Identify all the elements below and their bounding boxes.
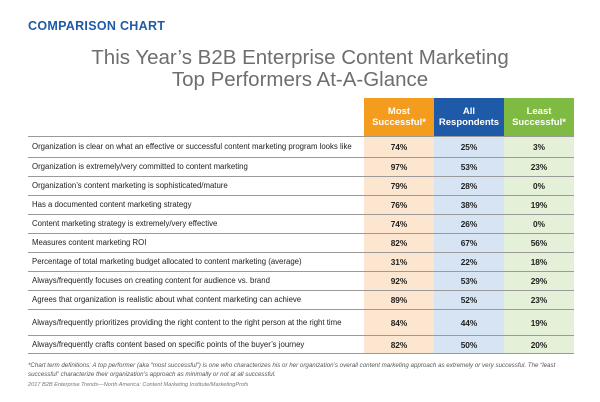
row-label: Agrees that organization is realistic ab… xyxy=(32,295,302,304)
value-all-respondents: 38% xyxy=(434,196,504,214)
row-label: Always/frequently prioritizes providing … xyxy=(32,317,342,327)
column-header-all-respondents: All Respondents xyxy=(434,98,504,136)
table-row: Organization is extremely/very committed… xyxy=(28,157,574,176)
table-row: Measures content marketing ROI 82% 67% 56% xyxy=(28,233,574,252)
value-least-successful: 3% xyxy=(504,137,574,157)
table-row: Has a documented content marketing strat… xyxy=(28,195,574,214)
value-most-successful: 76% xyxy=(364,196,434,214)
value-most-successful: 84% xyxy=(364,310,434,335)
row-label: Percentage of total marketing budget all… xyxy=(32,257,302,266)
value-least-successful: 20% xyxy=(504,336,574,353)
table-row: Organization is clear on what an effecti… xyxy=(28,136,574,157)
column-header-most-successful: Most Successful* xyxy=(364,98,434,136)
value-most-successful: 79% xyxy=(364,177,434,195)
table-row: Always/frequently prioritizes providing … xyxy=(28,309,574,335)
value-all-respondents: 28% xyxy=(434,177,504,195)
chart-title-line-2: Top Performers At-A-Glance xyxy=(171,68,429,91)
value-least-successful: 18% xyxy=(504,253,574,271)
value-most-successful: 31% xyxy=(364,253,434,271)
value-all-respondents: 26% xyxy=(434,215,504,233)
row-label: Measures content marketing ROI xyxy=(32,238,147,247)
row-label: Organization is extremely/very committed… xyxy=(32,162,248,171)
table-row: Always/frequently focuses on creating co… xyxy=(28,271,574,290)
table-row: Agrees that organization is realistic ab… xyxy=(28,290,574,309)
row-label: Always/frequently crafts content based o… xyxy=(32,339,305,349)
value-most-successful: 74% xyxy=(364,137,434,157)
value-least-successful: 19% xyxy=(504,196,574,214)
value-all-respondents: 52% xyxy=(434,291,504,309)
value-most-successful: 82% xyxy=(364,234,434,252)
value-all-respondents: 25% xyxy=(434,137,504,157)
chart-label: COMPARISON CHART xyxy=(28,19,166,33)
table-row: Percentage of total marketing budget all… xyxy=(28,252,574,271)
footnote: *Chart term definitions: A top performer… xyxy=(28,362,556,378)
value-least-successful: 0% xyxy=(504,177,574,195)
value-most-successful: 97% xyxy=(364,158,434,176)
value-all-respondents: 50% xyxy=(434,336,504,353)
value-all-respondents: 53% xyxy=(434,272,504,290)
value-least-successful: 0% xyxy=(504,215,574,233)
value-least-successful: 29% xyxy=(504,272,574,290)
value-most-successful: 89% xyxy=(364,291,434,309)
row-label: Always/frequently focuses on creating co… xyxy=(32,276,270,285)
table-row: Content marketing strategy is extremely/… xyxy=(28,214,574,233)
value-most-successful: 92% xyxy=(364,272,434,290)
value-all-respondents: 44% xyxy=(434,310,504,335)
value-most-successful: 74% xyxy=(364,215,434,233)
value-all-respondents: 53% xyxy=(434,158,504,176)
value-least-successful: 56% xyxy=(504,234,574,252)
value-least-successful: 23% xyxy=(504,291,574,309)
row-label: Organization is clear on what an effecti… xyxy=(32,142,352,151)
source-note: 2017 B2B Enterprise Trends—North America… xyxy=(28,382,249,388)
chart-title-line-1: This Year’s B2B Enterprise Content Marke… xyxy=(91,46,509,69)
value-all-respondents: 22% xyxy=(434,253,504,271)
value-all-respondents: 67% xyxy=(434,234,504,252)
value-least-successful: 23% xyxy=(504,158,574,176)
table-row: Always/frequently crafts content based o… xyxy=(28,335,574,354)
comparison-table: Organization is clear on what an effecti… xyxy=(28,136,574,354)
row-label: Organization’s content marketing is soph… xyxy=(32,181,228,190)
value-least-successful: 19% xyxy=(504,310,574,335)
row-label: Content marketing strategy is extremely/… xyxy=(32,219,218,228)
table-row: Organization’s content marketing is soph… xyxy=(28,176,574,195)
row-label: Has a documented content marketing strat… xyxy=(32,200,192,209)
value-most-successful: 82% xyxy=(364,336,434,353)
column-header-least-successful: Least Successful* xyxy=(504,98,574,136)
